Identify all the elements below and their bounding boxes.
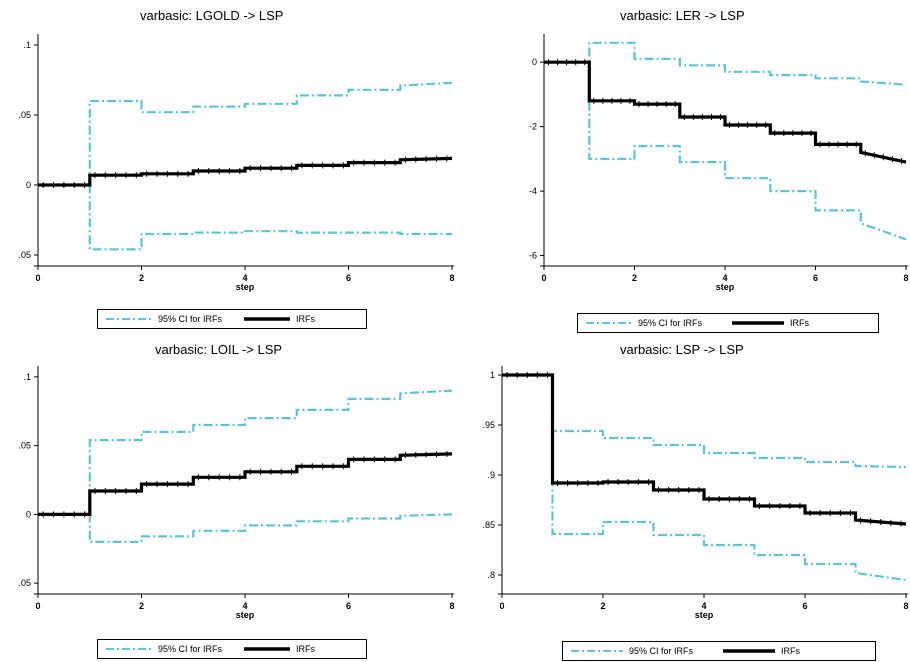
y-tick-label: .1: [23, 40, 31, 50]
x-tick-label: 6: [346, 601, 351, 611]
y-tick-label: .05: [18, 250, 31, 260]
x-axis-label: step: [695, 610, 714, 620]
x-tick-label: 4: [242, 601, 247, 611]
chart-plot: .05 0 .05 .1 0 2 4 6 8 step: [18, 366, 455, 620]
legend-item-ci: 95% CI for IRFs: [106, 644, 222, 654]
x-axis-label: step: [236, 282, 255, 292]
x-tick-label: 4: [722, 273, 727, 283]
irf-line: [38, 156, 453, 187]
x-tick-label: 2: [139, 273, 144, 283]
x-tick-label: 2: [600, 601, 605, 611]
ci-line: [502, 373, 907, 582]
ci-line: [38, 183, 452, 251]
x-tick-label: 8: [903, 273, 908, 283]
ci-line: [38, 389, 453, 516]
legend-item-ci: 95% CI for IRFs: [571, 646, 693, 656]
x-axis-label: step: [236, 610, 255, 620]
legend-item-irf: IRFs: [244, 644, 315, 654]
legend-item-irf: IRFs: [723, 646, 800, 656]
x-tick-label: 0: [35, 601, 40, 611]
legend-item-irf: IRFs: [244, 314, 315, 324]
ci-line: [544, 41, 907, 86]
x-tick-label: 0: [541, 273, 546, 283]
x-tick-label: 8: [449, 601, 454, 611]
y-tick-label: -4: [529, 186, 537, 196]
x-tick-label: 4: [701, 601, 706, 611]
chart-title: varbasic: LER -> LSP: [620, 8, 745, 23]
y-tick-label: .95: [482, 420, 495, 430]
ci-line: [502, 373, 907, 469]
chart-legend: 95% CI for IRFs IRFs: [562, 641, 876, 661]
ci-line: [38, 81, 453, 187]
y-tick-label: .1: [23, 372, 31, 382]
ci-line: [544, 61, 907, 241]
legend-label-irf: IRFs: [296, 644, 316, 654]
legend-item-irf: IRFs: [732, 318, 809, 328]
x-tick-label: 4: [242, 273, 247, 283]
chart-panel-lsp: varbasic: LSP -> LSP .8 .85 .9 .95 1 0 2 4 6 8 ste…: [470, 332, 910, 662]
ci-line: [38, 513, 453, 543]
x-tick-label: 6: [802, 601, 807, 611]
x-tick-label: 0: [499, 601, 504, 611]
chart-legend: 95% CI for IRFs IRFs: [577, 313, 879, 333]
y-tick-label: 0: [26, 509, 31, 519]
chart-panel-loil: varbasic: LOIL -> LSP .05 0 .05 .1 0 2 4 6 8 step…: [0, 332, 470, 662]
y-tick-label: .8: [487, 570, 495, 580]
x-tick-label: 2: [139, 601, 144, 611]
y-tick-label: -6: [529, 251, 537, 261]
chart-plot: -6 -4 -2 0 0 2 4 6 8 step: [529, 34, 909, 292]
chart-title: varbasic: LSP -> LSP: [620, 342, 744, 357]
legend-item-ci: 95% CI for IRFs: [106, 314, 222, 324]
x-axis-label: step: [716, 282, 735, 292]
y-tick-label: .05: [18, 441, 31, 451]
legend-label-irf: IRFs: [790, 318, 810, 328]
x-tick-label: 2: [632, 273, 637, 283]
x-tick-label: 6: [813, 273, 818, 283]
legend-label-irf: IRFs: [296, 314, 316, 324]
y-tick-label: .85: [482, 520, 495, 530]
chart-panel-lgold: varbasic: LGOLD -> LSP .05 0 .05 .1 0 2 4 6 8 ste…: [0, 0, 470, 332]
legend-label-ci: 95% CI for IRFs: [158, 644, 223, 654]
irf-line: [38, 452, 453, 516]
chart-panel-ler: varbasic: LER -> LSP -6 -4 -2 0 0 2 4 6 8 step 95…: [470, 0, 910, 333]
chart-plot: .05 0 .05 .1 0 2 4 6 8 step: [18, 34, 455, 292]
y-tick-label: 0: [532, 57, 537, 67]
legend-label-ci: 95% CI for IRFs: [638, 318, 703, 328]
x-tick-label: 8: [449, 273, 454, 283]
legend-item-ci: 95% CI for IRFs: [586, 318, 702, 328]
chart-plot: .8 .85 .9 .95 1 0 2 4 6 8 step: [482, 366, 909, 620]
y-tick-label: 1: [490, 370, 495, 380]
chart-title: varbasic: LGOLD -> LSP: [140, 8, 284, 23]
legend-label-ci: 95% CI for IRFs: [158, 314, 223, 324]
y-tick-label: 0: [26, 180, 31, 190]
chart-legend: 95% CI for IRFs IRFs: [97, 309, 367, 329]
x-tick-label: 8: [903, 601, 908, 611]
chart-legend: 95% CI for IRFs IRFs: [97, 639, 367, 659]
irf-line: [544, 60, 907, 164]
x-tick-label: 0: [35, 273, 40, 283]
x-tick-label: 6: [346, 273, 351, 283]
y-tick-label: .9: [487, 470, 495, 480]
legend-label-irf: IRFs: [781, 646, 801, 656]
y-tick-label: .05: [18, 578, 31, 588]
legend-label-ci: 95% CI for IRFs: [629, 646, 694, 656]
chart-title: varbasic: LOIL -> LSP: [155, 342, 283, 357]
y-tick-label: .05: [18, 110, 31, 120]
y-tick-label: -2: [529, 122, 537, 132]
